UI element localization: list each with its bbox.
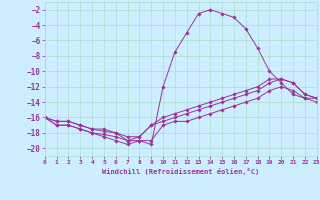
X-axis label: Windchill (Refroidissement éolien,°C): Windchill (Refroidissement éolien,°C) <box>102 168 260 175</box>
